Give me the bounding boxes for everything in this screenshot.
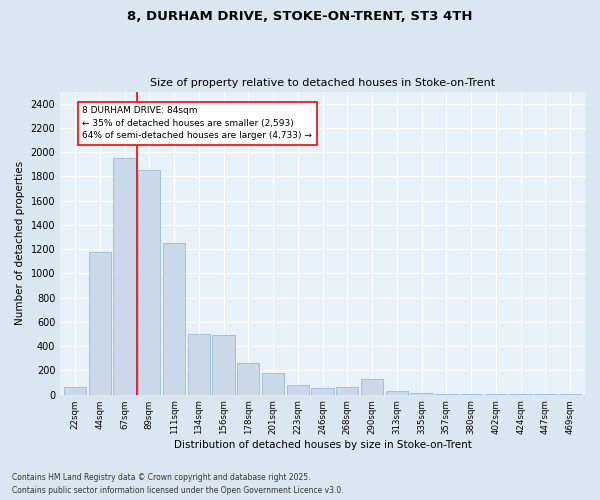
Bar [262, 374, 284, 394]
Text: 8 DURHAM DRIVE: 84sqm
← 35% of detached houses are smaller (2,593)
64% of semi-d: 8 DURHAM DRIVE: 84sqm ← 35% of detached … [82, 106, 313, 140]
Bar [64, 388, 86, 394]
Title: Size of property relative to detached houses in Stoke-on-Trent: Size of property relative to detached ho… [150, 78, 495, 88]
Bar [113, 158, 136, 394]
Bar [410, 393, 433, 394]
Bar [361, 379, 383, 394]
Text: 8, DURHAM DRIVE, STOKE-ON-TRENT, ST3 4TH: 8, DURHAM DRIVE, STOKE-ON-TRENT, ST3 4TH [127, 10, 473, 23]
Bar [336, 388, 358, 394]
Bar [212, 336, 235, 394]
Bar [163, 243, 185, 394]
Bar [188, 334, 210, 394]
X-axis label: Distribution of detached houses by size in Stoke-on-Trent: Distribution of detached houses by size … [173, 440, 472, 450]
Bar [386, 391, 408, 394]
Bar [237, 362, 259, 394]
Text: Contains HM Land Registry data © Crown copyright and database right 2025.
Contai: Contains HM Land Registry data © Crown c… [12, 474, 344, 495]
Bar [287, 385, 309, 394]
Y-axis label: Number of detached properties: Number of detached properties [15, 161, 25, 325]
Bar [311, 388, 334, 394]
Bar [89, 252, 111, 394]
Bar [138, 170, 160, 394]
